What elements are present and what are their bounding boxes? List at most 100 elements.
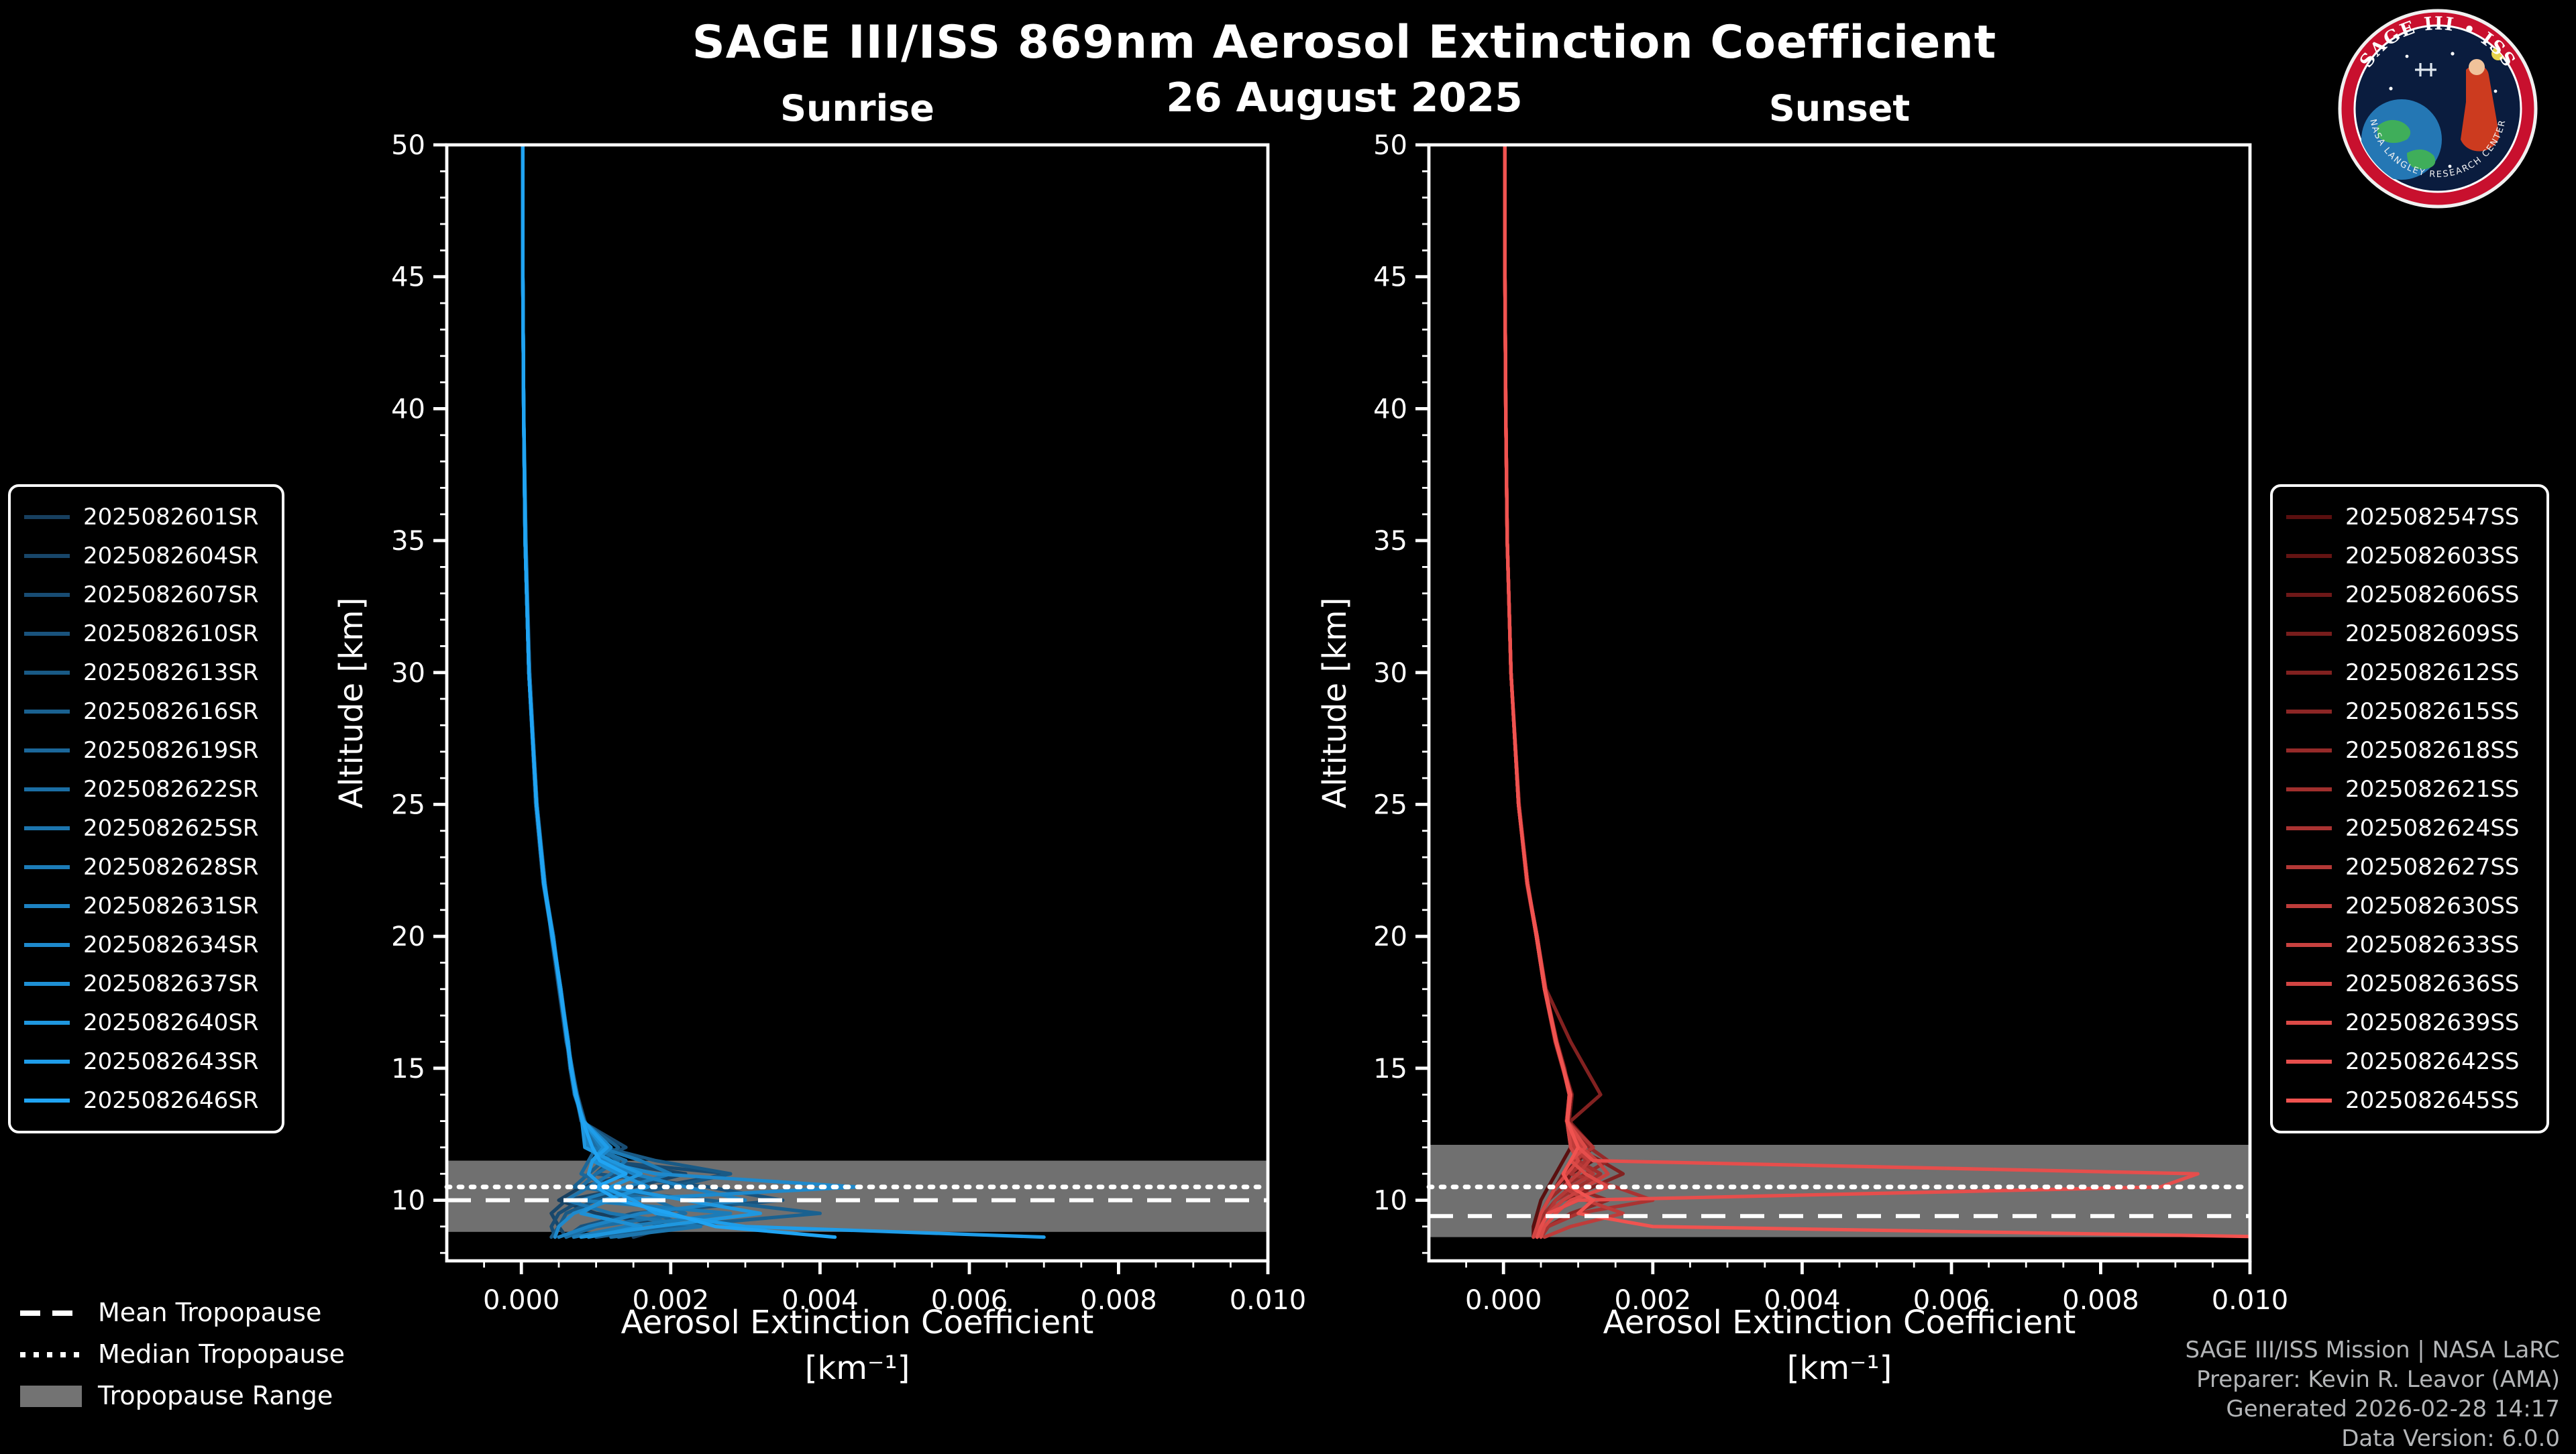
legend-line-sample (24, 826, 70, 830)
legend-label: 2025082646SR (83, 1087, 259, 1114)
legend-item: 2025082613SR (24, 653, 268, 692)
y-tick-label: 50 (1373, 130, 1407, 161)
x-tick-label: 0.010 (1230, 1285, 1307, 1316)
legend-line-sample (2286, 671, 2332, 675)
y-tick-label: 35 (1373, 526, 1407, 557)
plot-area-sunrise: 10 15 20 25 30 35 40 45 50 0.000 0.002 0.004 0.006 0.… (391, 130, 1306, 1316)
profile-line-2025082628SR (521, 145, 733, 1239)
legend-item: 2025082636SS (2286, 964, 2533, 1003)
legend-label: 2025082639SS (2345, 1009, 2520, 1036)
legend-item: 2025082604SR (24, 537, 268, 575)
x-tick-label: 0.004 (1764, 1285, 1841, 1316)
legend-item: 2025082639SS (2286, 1003, 2533, 1042)
legend-label: 2025082607SR (83, 581, 259, 608)
plot-area-sunset: 10 15 20 25 30 35 40 45 50 0.000 0.002 0.004 0.006 0.… (1373, 130, 2288, 1316)
legend-label: 2025082645SS (2345, 1087, 2520, 1114)
x-tick-label: 0.000 (483, 1285, 560, 1316)
legend-label: 2025082619SR (83, 737, 259, 764)
legend-line-sample (2286, 982, 2332, 986)
legend-item: 2025082631SR (24, 887, 268, 926)
legend-line-sample (24, 593, 70, 597)
legend-line-sample (24, 865, 70, 869)
y-tick-label: 50 (391, 130, 425, 161)
credits-block: SAGE III/ISS Mission | NASA LaRC Prepare… (2185, 1336, 2560, 1454)
legend-sunrise: 2025082601SR 2025082604SR 2025082607SR 2025… (8, 484, 284, 1133)
profile-line-2025082619SR (521, 145, 688, 1239)
legend-line-sample (24, 710, 70, 714)
legend-label: 2025082621SS (2345, 776, 2520, 803)
panel-title-sunrise: Sunrise (780, 89, 934, 130)
y-tick-label: 45 (1373, 262, 1407, 293)
profile-line-2025082643SR (521, 145, 1046, 1239)
legend-line-sample (2286, 787, 2332, 791)
credit-mission: SAGE III/ISS Mission | NASA LaRC (2185, 1337, 2560, 1364)
plot-border (445, 143, 1270, 1263)
legend-label: 2025082547SS (2345, 504, 2520, 530)
legend-item: 2025082622SR (24, 770, 268, 809)
profile-line-2025082606SS (1503, 145, 1595, 1239)
credit-preparer: Preparer: Kevin R. Leavor (AMA) (2196, 1367, 2560, 1394)
legend-label: 2025082636SS (2345, 970, 2520, 997)
legend-item: 2025082628SR (24, 848, 268, 887)
tropopause-legend: Mean Tropopause Median Tropopause Tropop… (20, 1298, 345, 1411)
x-tick-label: 0.002 (1615, 1285, 1692, 1316)
mean-tropopause-label: Mean Tropopause (98, 1298, 322, 1328)
profile-line-2025082622SR (521, 145, 688, 1239)
earth-land (2377, 119, 2411, 144)
profile-line-2025082640SR (521, 145, 762, 1239)
profile-line-2025082613SR (521, 145, 733, 1239)
legend-item: 2025082637SR (24, 964, 268, 1003)
legend-line-sample (24, 515, 70, 519)
profile-line-2025082604SR (521, 145, 688, 1239)
legend-item: 2025082618SS (2286, 731, 2533, 770)
legend-line-sample (2286, 1060, 2332, 1064)
y-tick-label: 40 (1373, 394, 1407, 425)
plot-border (1427, 143, 2252, 1263)
legend-line-sample (2286, 515, 2332, 519)
legend-line-sample (2286, 904, 2332, 908)
legend-label: 2025082606SS (2345, 581, 2520, 608)
legend-label: 2025082604SR (83, 543, 259, 569)
legend-line-sample (2286, 748, 2332, 752)
legend-line-sample (2286, 1099, 2332, 1103)
legend-label: 2025082637SR (83, 970, 259, 997)
y-tick-label: 40 (391, 394, 425, 425)
legend-line-sample (24, 554, 70, 558)
legend-line-sample (2286, 826, 2332, 830)
legend-line-sample (24, 632, 70, 636)
legend-line-sample (2286, 1021, 2332, 1025)
dashed-line-sample (20, 1310, 82, 1316)
legend-item: 2025082603SS (2286, 537, 2533, 575)
legend-item: 2025082630SS (2286, 887, 2533, 926)
y-tick-label: 10 (391, 1186, 425, 1217)
profile-line-2025082601SR (521, 145, 673, 1239)
legend-line-sample (24, 904, 70, 908)
legend-item: 2025082640SR (24, 1003, 268, 1042)
stars (2389, 52, 2498, 168)
profile-line-2025082633SS (1503, 145, 1610, 1239)
profile-line-2025082624SS (1503, 145, 1655, 1239)
profile-line-2025082642SS (1503, 145, 2200, 1239)
legend-item: 2025082642SS (2286, 1042, 2533, 1081)
x-axis-label-sunset: Aerosol Extinction Coefficient (1603, 1304, 2076, 1341)
y-tick-label: 35 (391, 526, 425, 557)
legend-label: 2025082633SS (2345, 932, 2520, 958)
plot-svg-sunrise: 10 15 20 25 30 35 40 45 50 0.000 0.002 0.004 0.006 0.… (391, 130, 1306, 1316)
legend-line-sample (2286, 554, 2332, 558)
legend-item: 2025082610SR (24, 614, 268, 653)
profile-line-2025082547SS (1503, 145, 1572, 1239)
credit-data-version: Data Version: 6.0.0 (2341, 1426, 2560, 1453)
legend-item: 2025082547SS (2286, 498, 2533, 537)
median-tropopause-label: Median Tropopause (98, 1340, 345, 1369)
iss-icon (2415, 63, 2436, 76)
profile-line-2025082607SR (521, 145, 733, 1239)
y-tick-label: 15 (391, 1054, 425, 1084)
legend-item: 2025082612SS (2286, 653, 2533, 692)
profiles-group (521, 145, 1046, 1239)
figure-head (2469, 59, 2485, 75)
legend-item: 2025082643SR (24, 1042, 268, 1081)
y-tick-label: 45 (391, 262, 425, 293)
legend-label: 2025082640SR (83, 1009, 259, 1036)
profile-line-2025082631SR (521, 145, 747, 1239)
legend-line-sample (24, 1060, 70, 1064)
